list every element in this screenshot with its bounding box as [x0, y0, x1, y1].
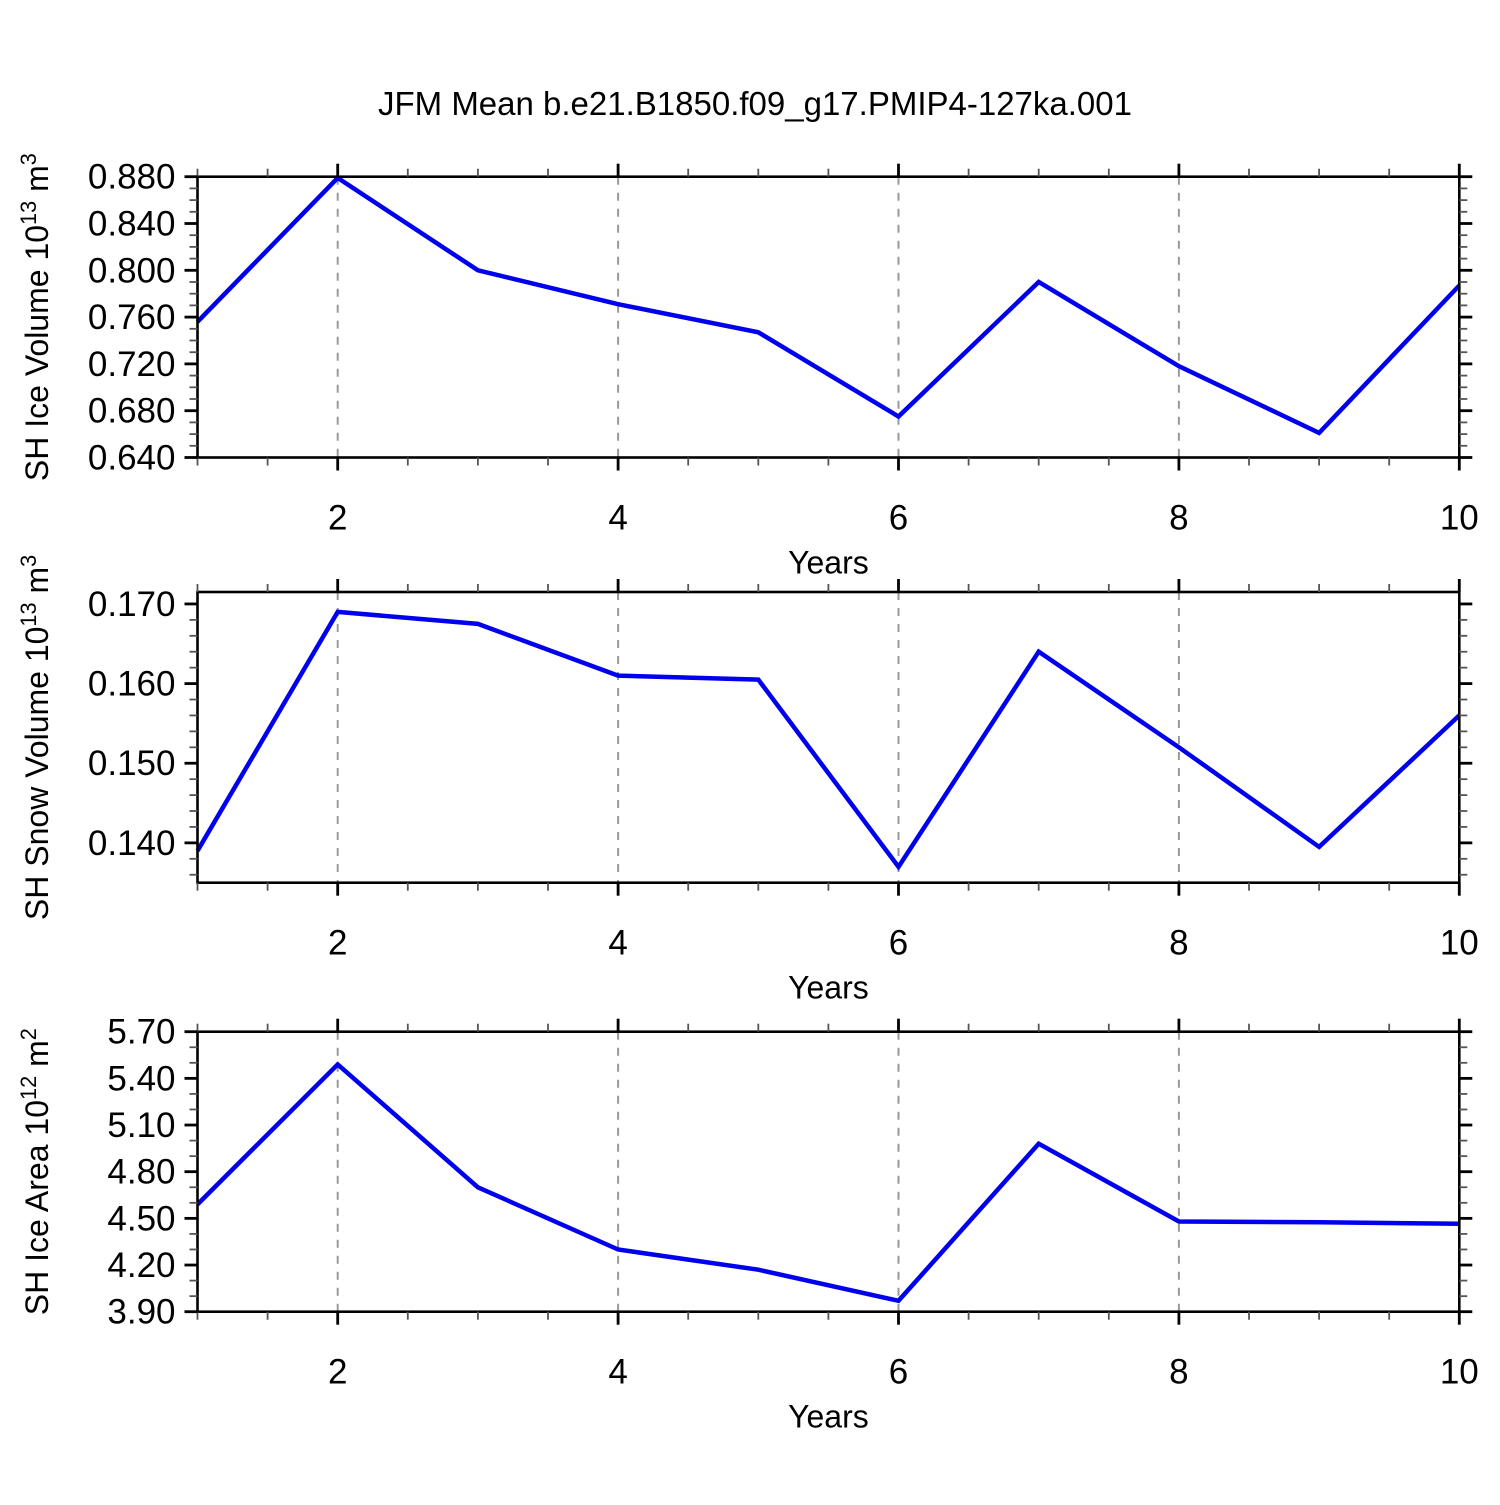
panel-sh-ice-area: 2 4 6 8 10 Years 3.90 4.20 4.50 4.80 5.10 5.40 5.70 S…	[16, 1013, 1479, 1435]
x-axis-title-sh-ice-area: Years	[788, 1399, 869, 1435]
x-tick-label: 8	[1169, 1353, 1188, 1392]
y-axis-title-sh-ice-volume: SH Ice Volume 1013 m3	[16, 153, 55, 481]
x-axis-title-sh-ice-volume: Years	[788, 545, 869, 581]
y-tick-label: 0.170	[88, 585, 176, 624]
y-tick-label: 0.760	[88, 298, 176, 337]
x-tick-label: 2	[328, 924, 347, 963]
sh-ice-area-line	[195, 1061, 1460, 1304]
x-tick-label: 4	[608, 499, 627, 538]
x-tick-label: 6	[889, 1353, 908, 1392]
y-tick-label: 0.160	[88, 665, 176, 704]
y-tick-label: 0.720	[88, 345, 176, 384]
y-axis-title-sh-ice-area: SH Ice Area 1012 m2	[16, 1028, 55, 1315]
y-tick-label: 0.840	[88, 205, 176, 244]
y-tick-label: 3.90	[107, 1293, 175, 1332]
x-tick-label: 8	[1169, 924, 1188, 963]
y-tick-label: 5.70	[107, 1013, 175, 1052]
figure-title: JFM Mean b.e21.B1850.f09_g17.PMIP4-127ka…	[378, 85, 1132, 122]
panels-container: 2 4 6 8 10 Years 0.640 0.680 0.720 0.760 0.800 0.84…	[16, 153, 1479, 1435]
x-tick-label: 10	[1440, 1353, 1479, 1392]
sh-snow-volume-ticks	[184, 579, 1473, 896]
x-tick-label: 10	[1440, 924, 1479, 963]
y-tick-label: 0.640	[88, 439, 176, 478]
x-tick-label: 6	[889, 499, 908, 538]
x-axis-title-sh-snow-volume: Years	[788, 970, 869, 1006]
panel-sh-ice-volume: 2 4 6 8 10 Years 0.640 0.680 0.720 0.760 0.800 0.84…	[16, 153, 1479, 580]
x-tick-label: 8	[1169, 499, 1188, 538]
sh-snow-volume-line	[195, 609, 1461, 871]
x-tick-label: 2	[328, 499, 347, 538]
y-tick-label: 0.880	[88, 158, 176, 197]
sh-ice-volume-line	[195, 174, 1461, 436]
y-tick-label: 0.140	[88, 824, 176, 863]
y-tick-label: 0.680	[88, 392, 176, 431]
x-tick-label: 2	[328, 1353, 347, 1392]
x-tick-label: 6	[889, 924, 908, 963]
x-tick-label: 4	[608, 924, 627, 963]
panel-sh-snow-volume: 2 4 6 8 10 Years 0.140 0.150 0.160 0.170 SH Snow V…	[16, 555, 1479, 1006]
sh-ice-volume-ticks	[184, 163, 1473, 471]
y-tick-label: 4.80	[107, 1153, 175, 1192]
y-tick-label: 5.10	[107, 1106, 175, 1145]
y-tick-label: 0.150	[88, 744, 176, 783]
x-tick-label: 4	[608, 1353, 627, 1392]
y-tick-label: 5.40	[107, 1059, 175, 1098]
sh-ice-area-ticks	[184, 1018, 1473, 1325]
y-tick-label: 4.50	[107, 1199, 175, 1238]
x-tick-label: 10	[1440, 499, 1479, 538]
y-tick-label: 4.20	[107, 1246, 175, 1285]
y-axis-title-sh-snow-volume: SH Snow Volume 1013 m3	[16, 555, 55, 920]
y-tick-label: 0.800	[88, 251, 176, 290]
